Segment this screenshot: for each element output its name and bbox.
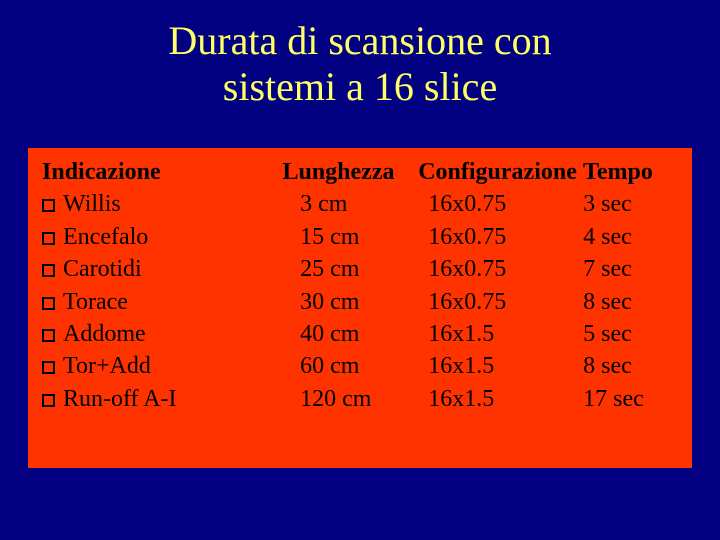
square-bullet-icon <box>42 361 55 374</box>
table-row: Tor+Add 60 cm 16x1.5 8 sec <box>40 350 680 382</box>
cell-tempo: 8 sec <box>583 350 680 382</box>
cell-tempo: 7 sec <box>583 253 680 285</box>
indicazione-text: Addome <box>63 321 146 347</box>
col-lunghezza: Lunghezza <box>282 156 418 188</box>
cell-tempo: 17 sec <box>583 383 680 415</box>
cell-indicazione: Willis <box>40 188 282 220</box>
table-row: Encefalo 15 cm 16x0.75 4 sec <box>40 221 680 253</box>
table-row: Torace 30 cm 16x0.75 8 sec <box>40 286 680 318</box>
cell-tempo: 5 sec <box>583 318 680 350</box>
cell-configurazione: 16x1.5 <box>418 318 583 350</box>
indicazione-text: Tor+Add <box>63 353 151 379</box>
cell-configurazione: 16x0.75 <box>418 188 583 220</box>
table-row: Willis 3 cm 16x0.75 3 sec <box>40 188 680 220</box>
slide: Durata di scansione con sistemi a 16 sli… <box>0 0 720 540</box>
title-line-2: sistemi a 16 slice <box>223 64 497 109</box>
table-panel: Indicazione Lunghezza Configurazione Tem… <box>28 148 692 468</box>
table-row: Run-off A-I 120 cm 16x1.5 17 sec <box>40 383 680 415</box>
cell-indicazione: Tor+Add <box>40 350 282 382</box>
cell-lunghezza: 15 cm <box>282 221 418 253</box>
table-row: Carotidi 25 cm 16x0.75 7 sec <box>40 253 680 285</box>
cell-indicazione: Encefalo <box>40 221 282 253</box>
cell-indicazione: Torace <box>40 286 282 318</box>
table-header: Indicazione Lunghezza Configurazione Tem… <box>40 156 680 188</box>
cell-tempo: 8 sec <box>583 286 680 318</box>
indicazione-text: Willis <box>63 191 121 217</box>
cell-lunghezza: 120 cm <box>282 383 418 415</box>
cell-configurazione: 16x0.75 <box>418 286 583 318</box>
cell-lunghezza: 25 cm <box>282 253 418 285</box>
cell-configurazione: 16x0.75 <box>418 221 583 253</box>
square-bullet-icon <box>42 394 55 407</box>
cell-lunghezza: 60 cm <box>282 350 418 382</box>
col-tempo: Tempo <box>583 156 680 188</box>
cell-lunghezza: 30 cm <box>282 286 418 318</box>
indicazione-text: Torace <box>63 289 128 315</box>
col-configurazione: Configurazione <box>418 156 583 188</box>
square-bullet-icon <box>42 297 55 310</box>
square-bullet-icon <box>42 264 55 277</box>
slide-title: Durata di scansione con sistemi a 16 sli… <box>0 0 720 120</box>
cell-indicazione: Carotidi <box>40 253 282 285</box>
cell-configurazione: 16x1.5 <box>418 383 583 415</box>
square-bullet-icon <box>42 329 55 342</box>
indicazione-text: Run-off A-I <box>63 386 177 412</box>
cell-indicazione: Run-off A-I <box>40 383 282 415</box>
title-line-1: Durata di scansione con <box>168 18 551 63</box>
cell-indicazione: Addome <box>40 318 282 350</box>
indicazione-text: Encefalo <box>63 224 148 250</box>
cell-lunghezza: 3 cm <box>282 188 418 220</box>
cell-configurazione: 16x1.5 <box>418 350 583 382</box>
square-bullet-icon <box>42 199 55 212</box>
col-indicazione: Indicazione <box>40 156 282 188</box>
cell-configurazione: 16x0.75 <box>418 253 583 285</box>
cell-lunghezza: 40 cm <box>282 318 418 350</box>
square-bullet-icon <box>42 232 55 245</box>
indicazione-text: Carotidi <box>63 256 142 282</box>
table-row: Addome 40 cm 16x1.5 5 sec <box>40 318 680 350</box>
cell-tempo: 4 sec <box>583 221 680 253</box>
cell-tempo: 3 sec <box>583 188 680 220</box>
